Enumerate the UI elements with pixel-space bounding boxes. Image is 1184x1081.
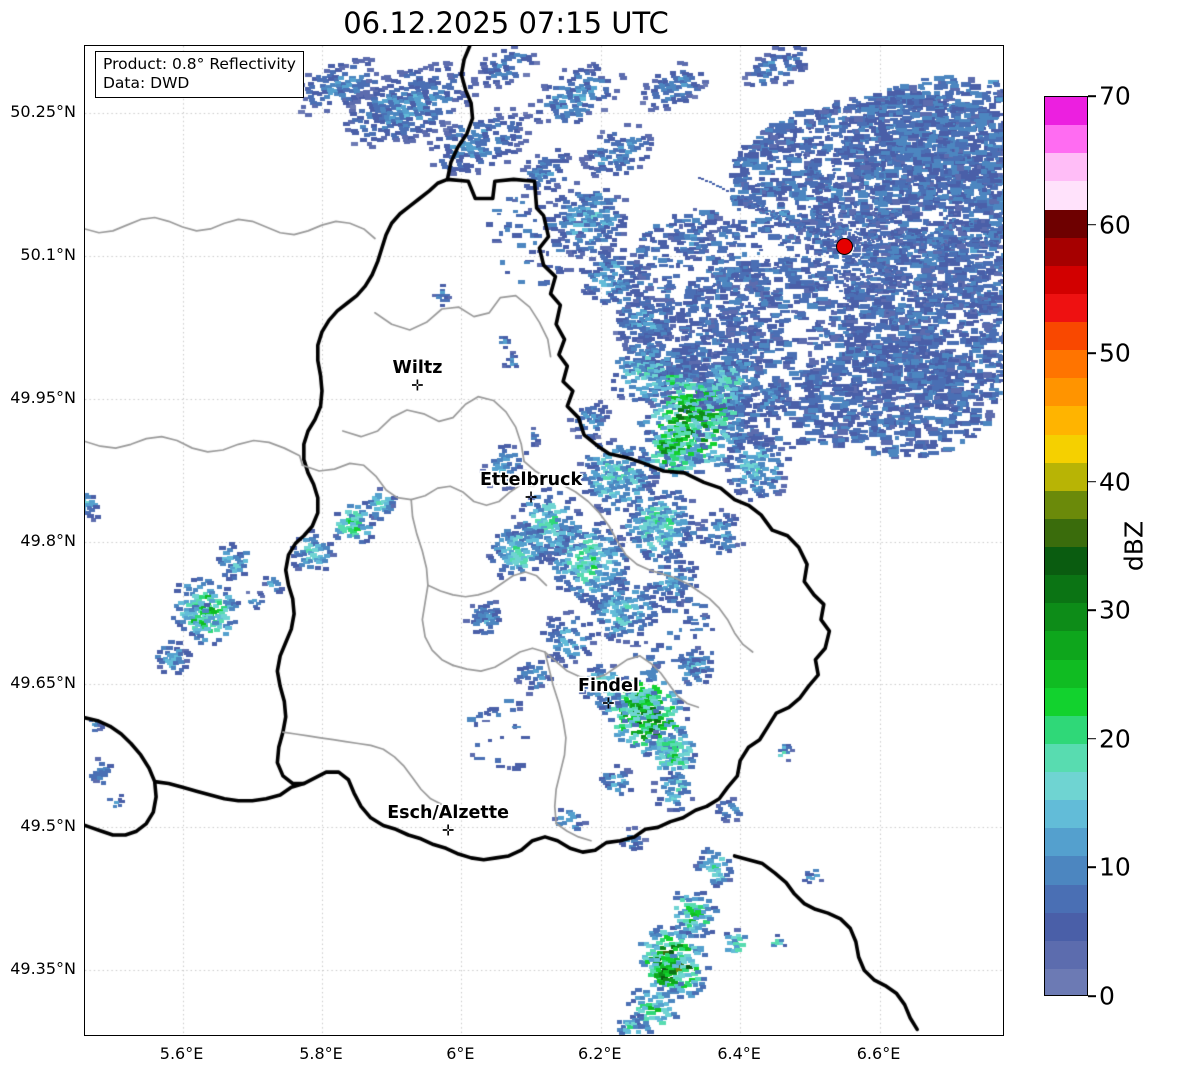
colorbar-band-23 [1045,322,1087,351]
colorbar-band-9 [1045,715,1087,744]
colorbar-band-0 [1045,968,1087,995]
colorbar-tickmark-0 [1088,995,1096,997]
colorbar-band-5 [1045,828,1087,857]
colorbar-band-10 [1045,687,1087,716]
colorbar-band-1 [1045,940,1087,969]
colorbar-tick-4: 40 [1099,467,1131,497]
colorbar-band-15 [1045,547,1087,576]
colorbar-band-6 [1045,800,1087,829]
radar-station-marker [836,237,854,255]
colorbar-tickmark-5 [1088,352,1096,354]
colorbar-axis-label: dBZ [1119,520,1149,572]
colorbar-band-19 [1045,434,1087,463]
colorbar-band-29 [1045,153,1087,182]
x-tick-1: 5.8°E [299,1044,343,1063]
radar-reflectivity-canvas [85,46,1003,1035]
colorbar-tick-1: 10 [1099,852,1131,882]
colorbar-band-18 [1045,462,1087,491]
colorbar-band-16 [1045,518,1087,547]
legend-data-line: Data: DWD [103,73,190,92]
y-tick-3: 49.8°N [20,530,76,550]
colorbar-band-26 [1045,237,1087,266]
page-title: 06.12.2025 07:15 UTC [343,6,669,40]
colorbar-band-17 [1045,490,1087,519]
colorbar-tick-2: 20 [1099,724,1131,754]
x-tick-0: 5.6°E [159,1044,204,1063]
y-tick-6: 49.35°N [10,959,76,979]
colorbar-band-2 [1045,912,1087,941]
colorbar-tickmark-2 [1088,738,1096,740]
colorbar-band-31 [1045,97,1087,126]
colorbar-tick-5: 50 [1099,338,1131,368]
y-tick-4: 49.65°N [10,673,76,693]
colorbar-band-21 [1045,378,1087,407]
colorbar-band-13 [1045,603,1087,632]
colorbar-band-28 [1045,181,1087,210]
colorbar-band-25 [1045,265,1087,294]
colorbar-tick-6: 60 [1099,210,1131,240]
colorbar-band-7 [1045,772,1087,801]
colorbar-tickmark-3 [1088,609,1096,612]
x-tick-3: 6.2°E [577,1044,622,1063]
legend-info-box: Product: 0.8° Reflectivity Data: DWD [95,51,304,98]
colorbar-band-22 [1045,350,1087,379]
colorbar-tickmark-1 [1088,866,1096,869]
colorbar-band-30 [1045,125,1087,154]
y-tick-2: 49.95°N [10,387,76,407]
colorbar-tick-7: 70 [1099,81,1131,111]
colorbar-band-8 [1045,743,1087,772]
y-tick-5: 49.5°N [20,816,76,836]
colorbar-band-27 [1045,209,1087,238]
y-tick-0: 50.25°N [10,101,76,121]
colorbar-band-14 [1045,575,1087,604]
colorbar-band-11 [1045,659,1087,688]
legend-product-line: Product: 0.8° Reflectivity [103,55,296,73]
x-tick-4: 6.4°E [717,1044,761,1063]
colorbar-tickmark-7 [1088,95,1096,97]
colorbar-band-12 [1045,631,1087,660]
colorbar-tick-3: 30 [1099,595,1131,625]
colorbar-band-3 [1045,884,1087,913]
colorbar-tickmark-4 [1088,480,1096,483]
colorbar-band-20 [1045,406,1087,435]
colorbar-band-4 [1045,856,1087,885]
colorbar-tick-0: 0 [1099,981,1115,1011]
colorbar [1044,96,1088,996]
y-tick-1: 50.1°N [20,244,76,264]
x-tick-5: 6.6°E [856,1044,901,1063]
map-plot-area[interactable]: Product: 0.8° Reflectivity Data: DWD Wil… [84,45,1004,1036]
colorbar-tickmark-6 [1088,223,1096,226]
x-tick-2: 6°E [446,1044,475,1063]
colorbar-band-24 [1045,293,1087,322]
